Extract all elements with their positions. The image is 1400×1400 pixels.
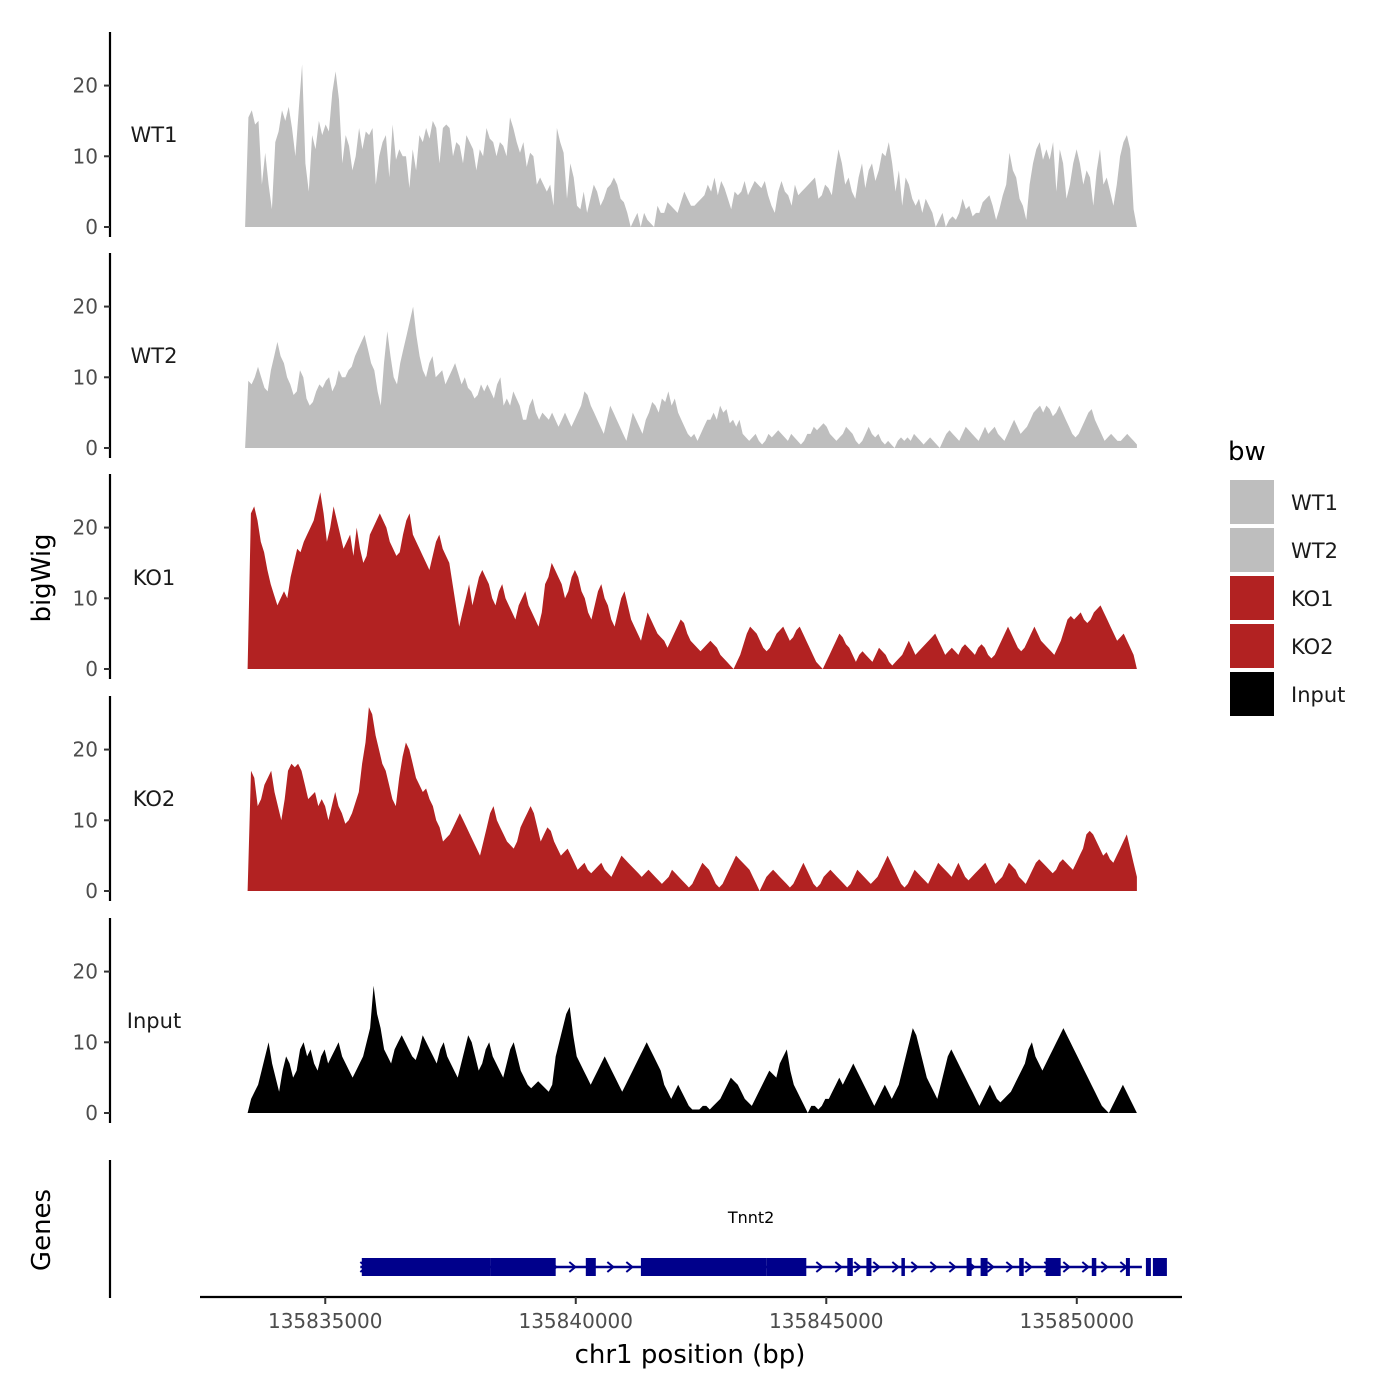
strand-chevron [910, 1261, 919, 1273]
area-wt2 [245, 306, 1137, 448]
y-tick-label-ko1-10: 10 [73, 586, 98, 610]
gene-exon-16 [1152, 1258, 1167, 1276]
legend-label-ko1: KO1 [1291, 587, 1334, 611]
y-tick-label-ko2-20: 20 [73, 738, 98, 762]
gene-label: Tnnt2 [727, 1208, 775, 1227]
track-ko1: 0 10 20 KO1 [73, 474, 1137, 681]
legend-title: bw [1228, 437, 1266, 467]
gene-exon-8 [901, 1258, 905, 1276]
y-tick-label-wt1-0: 0 [85, 215, 98, 239]
strand-chevron [1062, 1261, 1071, 1273]
track-wt1: 0 10 20 WT1 [73, 32, 1137, 239]
track-panels: 0 10 20 WT1 0 10 20 WT2 0 10 20 KO1 0 10 20 KO2 0 10 20 Inp… [73, 32, 1137, 1125]
gene-exon-5 [766, 1258, 807, 1276]
gene-exon-12 [1045, 1258, 1061, 1276]
area-ko2 [247, 707, 1137, 891]
gene-exon-4 [640, 1258, 767, 1276]
track-wt2: 0 10 20 WT2 [73, 253, 1137, 460]
strand-chevron [815, 1261, 824, 1273]
legend-swatch-wt1 [1230, 480, 1274, 524]
y-axis-title: bigWig [27, 533, 57, 622]
legend-label-ko2: KO2 [1291, 635, 1334, 659]
strand-chevron [986, 1261, 995, 1273]
gene-exon-11 [1019, 1258, 1024, 1276]
strand-chevron [568, 1261, 577, 1273]
y-tick-label-input-10: 10 [73, 1030, 98, 1054]
legend-label-wt2: WT2 [1291, 539, 1338, 563]
y-tick-label-wt2-10: 10 [73, 365, 98, 389]
gene-exon-3 [585, 1258, 596, 1276]
strand-chevron [891, 1261, 900, 1273]
y-tick-label-ko2-0: 0 [85, 879, 98, 903]
x-tick-label-2: 135845000 [769, 1309, 884, 1333]
legend-swatch-ko2 [1230, 624, 1274, 668]
strand-chevron [948, 1261, 957, 1273]
track-ko2: 0 10 20 KO2 [73, 696, 1137, 903]
area-ko1 [247, 492, 1137, 669]
gene-exon-2 [490, 1258, 556, 1276]
strand-chevron [1005, 1261, 1014, 1273]
track-label-ko2: KO2 [133, 787, 176, 811]
legend-swatch-input [1230, 672, 1274, 716]
y-tick-label-wt1-10: 10 [73, 144, 98, 168]
strand-chevron [1024, 1261, 1033, 1273]
gene-exon-13 [1091, 1258, 1097, 1276]
legend-swatch-ko1 [1230, 576, 1274, 620]
legend-label-input: Input [1291, 683, 1345, 707]
y-tick-label-wt2-0: 0 [85, 436, 98, 460]
strand-chevron [834, 1261, 843, 1273]
x-tick-label-0: 135835000 [268, 1309, 383, 1333]
x-tick-label-1: 135840000 [518, 1309, 633, 1333]
strand-chevron [625, 1261, 634, 1273]
track-label-wt2: WT2 [131, 344, 178, 368]
gene-exon-14 [1125, 1258, 1130, 1276]
y-tick-label-wt1-20: 20 [73, 74, 98, 98]
y-tick-label-input-20: 20 [73, 960, 98, 984]
gene-exon-9 [966, 1258, 972, 1276]
x-axis-title: chr1 position (bp) [575, 1340, 806, 1370]
area-wt1 [245, 64, 1137, 228]
legend: bw WT1 WT2 KO1 KO2 Input [1228, 437, 1345, 716]
y-tick-label-input-0: 0 [85, 1101, 98, 1125]
track-label-wt1: WT1 [131, 123, 178, 147]
y-tick-label-ko1-0: 0 [85, 657, 98, 681]
y-tick-label-ko2-10: 10 [73, 808, 98, 832]
legend-label-wt1: WT1 [1291, 491, 1338, 515]
strand-chevron [1100, 1261, 1109, 1273]
gene-exon-1 [361, 1258, 491, 1276]
gene-exon-7 [866, 1258, 872, 1276]
strand-chevron [853, 1261, 862, 1273]
gene-exon-10 [980, 1258, 988, 1276]
track-input: 0 10 20 Input [73, 918, 1137, 1125]
track-label-input: Input [127, 1009, 181, 1033]
strand-chevron [872, 1261, 881, 1273]
y-tick-label-ko1-20: 20 [73, 516, 98, 540]
gene-exon-6 [847, 1258, 853, 1276]
track-label-ko1: KO1 [133, 566, 176, 590]
legend-swatch-wt2 [1230, 528, 1274, 572]
strand-chevron [929, 1261, 938, 1273]
area-input [247, 985, 1137, 1113]
x-axis: 135835000 135840000 135845000 135850000 [200, 1295, 1182, 1333]
gene-exon-15 [1145, 1258, 1151, 1276]
strand-chevron [1081, 1261, 1090, 1273]
genes-panel: Tnnt2 [108, 1160, 1167, 1298]
strand-chevron [606, 1261, 615, 1273]
genes-axis-title: Genes [27, 1189, 57, 1271]
y-tick-label-wt2-20: 20 [73, 295, 98, 319]
x-tick-label-3: 135850000 [1020, 1309, 1135, 1333]
